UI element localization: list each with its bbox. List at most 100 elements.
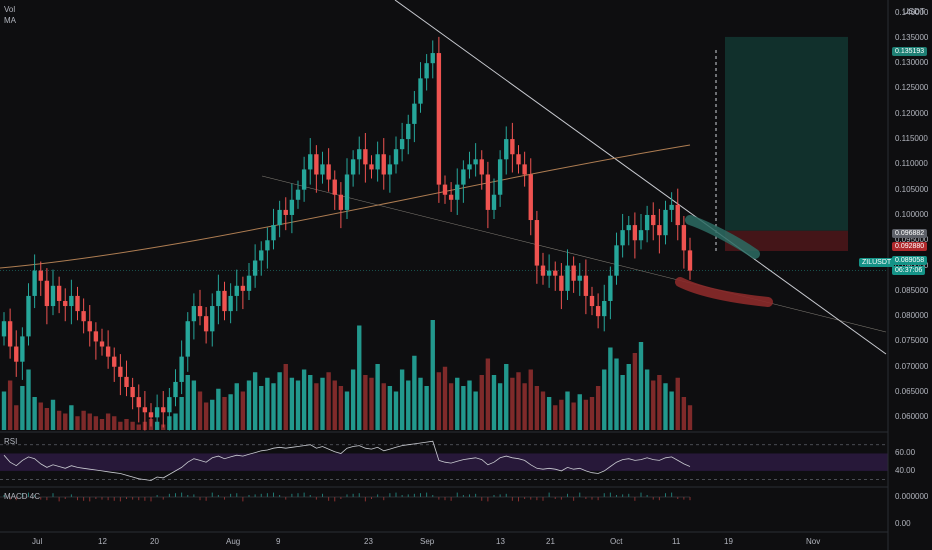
- macd-histogram-bar: [34, 495, 36, 497]
- macd-indicator-label: MACD 4C: [4, 492, 41, 501]
- candle-body: [32, 270, 37, 296]
- volume-bar: [620, 375, 625, 430]
- volume-bar: [436, 372, 442, 430]
- candle-body: [173, 381, 178, 398]
- candle-body: [320, 164, 325, 175]
- position-zones: [0, 36, 888, 271]
- macd-histogram-bar: [420, 493, 421, 497]
- macd-histogram-bar: [328, 497, 330, 501]
- candle-body: [210, 306, 215, 332]
- volume-bar: [430, 320, 435, 430]
- volume-bar: [216, 388, 221, 430]
- candle-body: [485, 174, 491, 210]
- volume-bar: [191, 380, 197, 430]
- volume-bar: [387, 386, 393, 430]
- macd-histogram-bar: [542, 497, 544, 501]
- stop-zone: [725, 230, 848, 251]
- price-tick-label: 0.065000: [895, 387, 929, 397]
- volume-bar: [565, 391, 570, 430]
- long-term-support-line: [261, 175, 887, 333]
- time-tick-label: Aug: [226, 537, 241, 546]
- time-tick-label: 13: [496, 537, 505, 546]
- volume-bar: [534, 386, 540, 430]
- candle-body: [608, 275, 613, 301]
- volume-bar: [448, 383, 454, 430]
- candle-body: [657, 225, 662, 236]
- candle-body: [442, 184, 448, 195]
- candle-body: [528, 174, 533, 221]
- highlights: [675, 215, 773, 307]
- candle-body: [75, 295, 80, 312]
- candle-body: [375, 154, 380, 170]
- macd-histogram-bar: [579, 492, 581, 497]
- candle-body: [50, 285, 56, 307]
- macd-histogram-bar: [628, 493, 630, 497]
- macd-histogram-bar: [40, 497, 42, 500]
- candle-body: [118, 366, 123, 377]
- volume-bar: [75, 416, 80, 430]
- candle-body: [399, 139, 405, 150]
- macd-histogram-bar: [444, 497, 446, 501]
- candle-body: [216, 290, 221, 307]
- volume-bar: [14, 405, 19, 430]
- macd-histogram-bar: [413, 493, 415, 497]
- green-highlight: [685, 215, 760, 259]
- volume-bar: [577, 394, 582, 430]
- macd-histogram-bar: [438, 497, 440, 500]
- macd-histogram-bar: [322, 493, 323, 497]
- rsi-tick-label: 60.00: [895, 448, 916, 458]
- candle-body: [259, 250, 264, 261]
- volume-bar: [546, 397, 552, 430]
- trendlines[interactable]: [0, 0, 887, 355]
- macd-histogram-bar: [113, 497, 115, 501]
- macd-histogram-bar: [683, 497, 685, 500]
- candle-body: [553, 270, 558, 276]
- price-tick-label: 0.080000: [895, 311, 929, 321]
- candle-body: [228, 295, 233, 312]
- price-tick-label: 0.125000: [895, 83, 929, 93]
- rsi-tick-label: 40.00: [895, 465, 916, 475]
- macd-histogram-bar: [266, 493, 268, 497]
- volume-bar: [516, 372, 521, 430]
- macd-histogram-bar: [340, 497, 342, 499]
- macd-histogram-bar: [689, 497, 691, 501]
- candle-body: [44, 280, 50, 307]
- volume-bar: [571, 402, 576, 430]
- candle-body: [687, 250, 693, 271]
- price-tick-label: 0.115000: [895, 134, 928, 144]
- target-zone: [725, 36, 848, 231]
- macd-histogram-bar: [432, 495, 434, 497]
- candle-body: [81, 311, 86, 322]
- candle-body: [222, 290, 227, 312]
- volume-bar: [687, 405, 693, 430]
- candle-body: [142, 407, 148, 413]
- candle-body: [387, 164, 393, 175]
- volume-bar: [203, 402, 209, 430]
- price-tick-label: 0.070000: [895, 361, 929, 371]
- volume-bar: [332, 380, 337, 430]
- candle-body: [14, 346, 19, 362]
- macd-histogram-bar: [469, 494, 470, 497]
- volume-bar: [369, 377, 374, 430]
- volume-bar: [497, 383, 503, 430]
- time-tick-label: 20: [150, 537, 159, 546]
- macd-histogram-bar: [364, 497, 366, 502]
- macd-histogram-bar: [107, 497, 109, 501]
- macd-histogram-bar: [658, 497, 660, 501]
- volume-bar: [614, 358, 619, 430]
- candle-body: [510, 139, 515, 155]
- macd-histogram-bar: [377, 494, 379, 497]
- candle-body: [467, 164, 472, 170]
- time-tick-label: Jul: [32, 537, 43, 546]
- candle-body: [203, 316, 209, 332]
- macd-histogram-bar: [273, 492, 274, 497]
- volume-bar: [234, 383, 239, 430]
- volume-bar: [105, 413, 111, 430]
- volume-bar: [602, 369, 607, 430]
- macd-histogram-bar: [248, 495, 250, 497]
- candle-body: [577, 275, 582, 281]
- macd-histogram-bar: [603, 493, 605, 497]
- macd-histogram-bar: [616, 495, 617, 497]
- candle-body: [675, 204, 680, 226]
